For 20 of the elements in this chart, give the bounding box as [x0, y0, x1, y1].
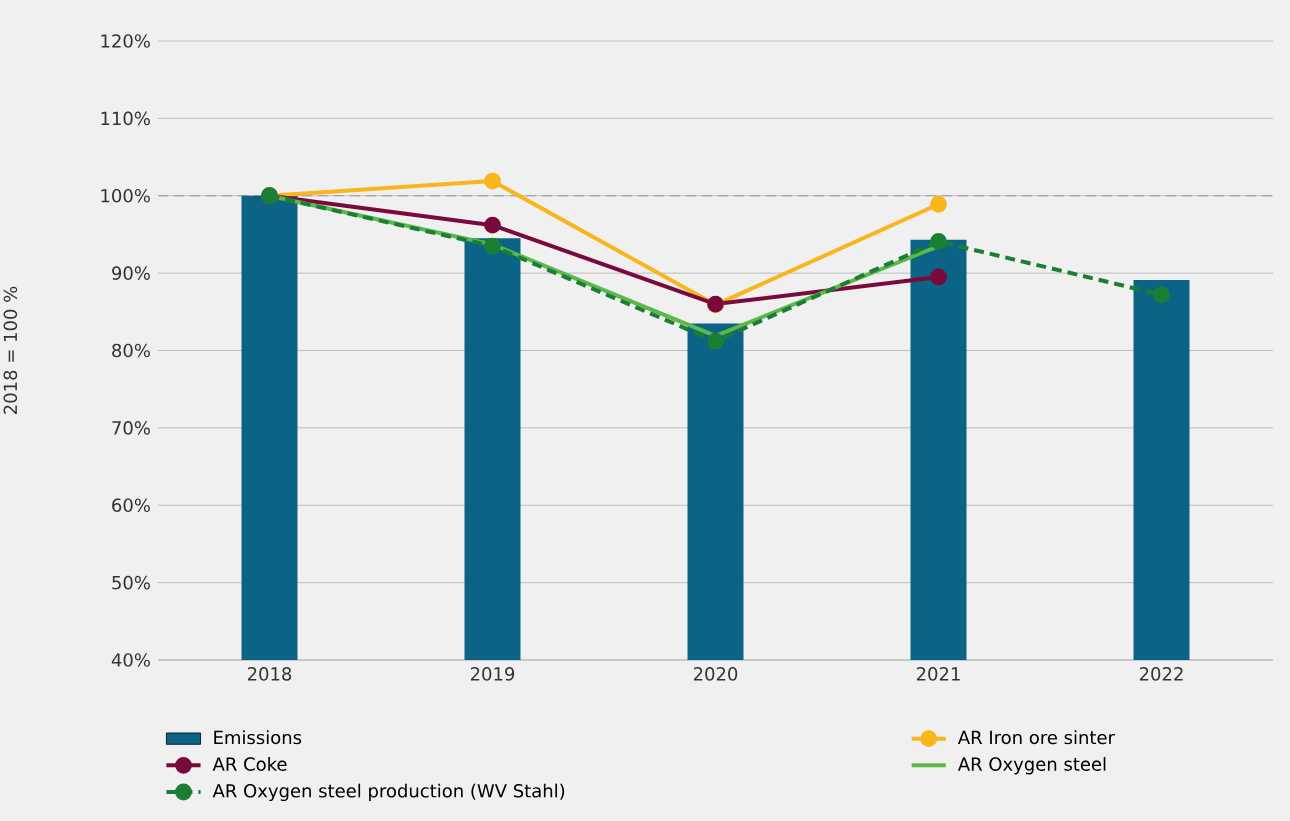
legend-label: Emissions	[214, 730, 302, 745]
y-tick-label: 80%	[112, 343, 150, 358]
y-tick-label: 90%	[112, 266, 150, 280]
y-axis-title: 2018 = 100 %	[3, 286, 18, 414]
y-tick-label: 40%	[111, 653, 150, 667]
legend-label: AR Oxygen steel production (WV Stahl)	[212, 783, 565, 802]
x-tick-label: 2020	[693, 667, 738, 681]
y-tick-label: 70%	[112, 421, 150, 435]
y-tick-label: 110%	[101, 111, 150, 126]
x-tick-label: 2019	[470, 667, 515, 681]
x-tick-label: 2021	[916, 667, 960, 681]
legend-label: AR Oxygen steel	[957, 756, 1106, 775]
y-tick-label: 60%	[112, 498, 150, 513]
x-tick-label: 2022	[1139, 667, 1183, 681]
y-tick-label: 100%	[101, 188, 150, 203]
y-tick-label: 120%	[101, 34, 150, 48]
legend-label: AR Coke	[212, 756, 287, 771]
x-tick-label: 2018	[247, 667, 292, 681]
legend-label: AR Iron ore sinter	[957, 730, 1115, 745]
y-tick-label: 50%	[112, 575, 150, 590]
